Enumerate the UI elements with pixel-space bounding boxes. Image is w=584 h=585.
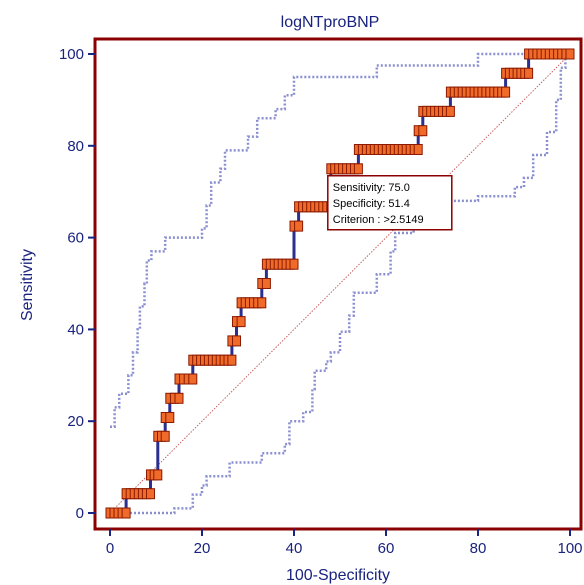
- confidence-band: [110, 52, 570, 515]
- annotation-box: [327, 175, 453, 231]
- roc-marker: [501, 86, 511, 98]
- y-axis-label: Sensitivity: [19, 249, 36, 321]
- roc-marker: [188, 373, 198, 385]
- roc-marker: [413, 144, 423, 155]
- roc-marker: [146, 488, 155, 500]
- y-axis: 0 20 40 60 80 100: [59, 46, 95, 522]
- reference-layer: [109, 53, 571, 514]
- roc-marker: [524, 67, 534, 79]
- roc-marker: [289, 258, 299, 270]
- y-tick-label: 100: [59, 46, 84, 63]
- roc-marker: [257, 297, 267, 309]
- y-tick-label: 20: [67, 413, 84, 430]
- roc-marker: [153, 469, 163, 481]
- x-tick-label: 0: [106, 540, 114, 557]
- ci-upper-line: [110, 52, 570, 428]
- roc-marker: [261, 278, 271, 289]
- y-tick-label: 60: [67, 230, 84, 247]
- roc-marker: [236, 316, 246, 328]
- roc-marker: [418, 125, 428, 137]
- y-tick-label: 80: [67, 138, 84, 155]
- x-tick-label: 80: [470, 540, 487, 557]
- reference-diagonal: [109, 53, 571, 514]
- ci-lower-line: [110, 52, 570, 515]
- x-tick-label: 40: [286, 540, 303, 557]
- roc-marker: [565, 48, 575, 60]
- roc-marker: [445, 105, 455, 117]
- annotation-line: Sensitivity: 75.0: [333, 182, 410, 194]
- y-tick-label: 0: [76, 505, 84, 522]
- x-tick-label: 100: [557, 540, 582, 557]
- roc-marker: [294, 220, 304, 232]
- roc-marker: [232, 335, 241, 347]
- roc-marker: [353, 163, 363, 175]
- roc-marker: [174, 392, 184, 404]
- annotation-line: Criterion : >2.5149: [333, 214, 424, 226]
- y-tick-label: 40: [67, 321, 84, 338]
- roc-marker: [165, 412, 175, 423]
- x-axis-label: 100-Specificity: [286, 567, 390, 584]
- x-tick-label: 60: [378, 540, 395, 557]
- annotation-line: Specificity: 51.4: [333, 198, 410, 210]
- criterion-annotation: Sensitivity: 75.0 Specificity: 51.4 Criter…: [327, 175, 453, 231]
- x-tick-label: 20: [194, 540, 211, 557]
- chart-title: logNTproBNP: [281, 14, 380, 31]
- roc-marker: [160, 430, 170, 442]
- x-axis: 0 20 40 60 80 100: [106, 529, 583, 557]
- roc-marker: [121, 507, 131, 519]
- roc-marker: [227, 354, 237, 366]
